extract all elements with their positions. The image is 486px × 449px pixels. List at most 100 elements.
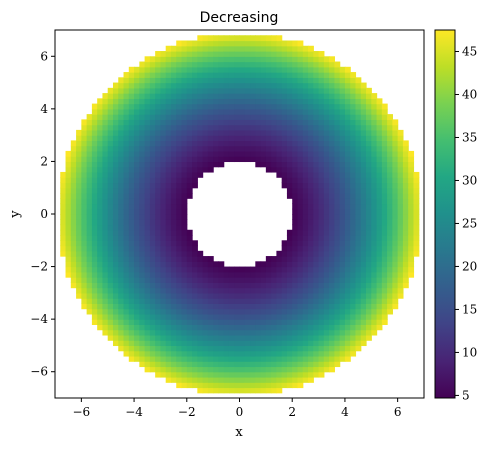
heatmap-cell: [350, 203, 357, 210]
heatmap-cell: [139, 140, 146, 147]
heatmap-cell: [244, 371, 251, 378]
heatmap-cell: [149, 93, 156, 99]
heatmap-cell: [202, 103, 209, 110]
heatmap-cell: [223, 355, 230, 362]
heatmap-cell: [276, 93, 283, 99]
heatmap-cell: [139, 250, 146, 257]
heatmap-cell: [387, 308, 393, 315]
heatmap-cell: [234, 140, 241, 147]
heatmap-cell: [265, 376, 272, 383]
heatmap-cell: [334, 298, 341, 304]
heatmap-cell: [355, 308, 362, 315]
heatmap-cell: [360, 308, 367, 315]
heatmap-cell: [334, 308, 341, 315]
heatmap-cell: [76, 171, 82, 178]
heatmap-cell: [250, 355, 256, 362]
heatmap-cell: [186, 150, 193, 157]
heatmap-cell: [371, 98, 378, 105]
heatmap-cell: [402, 229, 409, 236]
heatmap-cell: [197, 140, 204, 147]
heatmap-cell: [255, 82, 262, 89]
heatmap-cell: [91, 229, 98, 236]
heatmap-cell: [387, 187, 393, 194]
heatmap-cell: [176, 292, 183, 299]
heatmap-cell: [244, 266, 251, 273]
heatmap-cell: [112, 114, 119, 120]
heatmap-cell: [260, 271, 267, 278]
heatmap-cell: [91, 266, 98, 273]
heatmap-cell: [260, 329, 267, 336]
heatmap-cell: [255, 382, 262, 389]
heatmap-cell: [329, 229, 335, 236]
heatmap-cell: [81, 166, 88, 173]
heatmap-cell: [144, 77, 151, 84]
heatmap-cell: [297, 87, 304, 94]
heatmap-cell: [339, 340, 346, 347]
heatmap-cell: [329, 313, 335, 320]
heatmap-cell: [265, 371, 272, 378]
heatmap-cell: [371, 124, 378, 131]
heatmap-cell: [339, 303, 346, 310]
heatmap-cell: [76, 235, 82, 241]
heatmap-cell: [318, 361, 325, 368]
heatmap-cell: [170, 87, 177, 94]
heatmap-cell: [371, 240, 378, 247]
heatmap-cell: [76, 156, 82, 163]
heatmap-cell: [239, 277, 246, 283]
heatmap-cell: [76, 150, 82, 157]
heatmap-cell: [139, 287, 146, 294]
heatmap-cell: [376, 198, 383, 205]
heatmap-cell: [376, 208, 383, 215]
heatmap-cell: [218, 366, 225, 373]
heatmap-cell: [102, 214, 109, 220]
heatmap-cell: [144, 266, 151, 273]
heatmap-cell: [86, 140, 93, 147]
heatmap-cell: [302, 282, 309, 289]
heatmap-cell: [112, 287, 119, 294]
heatmap-cell: [207, 61, 214, 68]
heatmap-cell: [149, 150, 156, 157]
heatmap-cell: [160, 219, 167, 226]
heatmap-cell: [308, 298, 314, 304]
heatmap-cell: [255, 361, 262, 368]
heatmap-cell: [387, 124, 393, 131]
heatmap-cell: [334, 303, 341, 310]
heatmap-cell: [250, 277, 256, 283]
heatmap-cell: [202, 387, 209, 394]
heatmap-cell: [144, 203, 151, 210]
heatmap-cell: [223, 376, 230, 383]
heatmap-cell: [176, 250, 183, 257]
heatmap-cell: [260, 93, 267, 99]
heatmap-cell: [155, 371, 162, 378]
heatmap-cell: [339, 292, 346, 299]
heatmap-cell: [97, 208, 104, 215]
heatmap-cell: [339, 203, 346, 210]
heatmap-cell: [276, 334, 283, 341]
heatmap-cell: [139, 82, 146, 89]
heatmap-cell: [329, 208, 335, 215]
heatmap-cell: [339, 124, 346, 131]
heatmap-cell: [292, 229, 299, 236]
heatmap-cell: [360, 313, 367, 320]
heatmap-cell: [329, 103, 335, 110]
heatmap-cell: [265, 308, 272, 315]
heatmap-cell: [371, 329, 378, 336]
heatmap-cell: [218, 355, 225, 362]
heatmap-cell: [213, 340, 220, 347]
heatmap-cell: [186, 108, 193, 115]
heatmap-cell: [260, 129, 267, 136]
heatmap-cell: [165, 108, 172, 115]
heatmap-cell: [86, 282, 93, 289]
heatmap-cell: [355, 224, 362, 231]
heatmap-cell: [244, 93, 251, 99]
heatmap-cell: [366, 298, 372, 304]
heatmap-cell: [234, 150, 241, 157]
heatmap-cell: [313, 250, 320, 257]
heatmap-cell: [91, 166, 98, 173]
heatmap-cell: [302, 340, 309, 347]
heatmap-cell: [81, 129, 88, 136]
heatmap-cell: [81, 171, 88, 178]
heatmap-cell: [408, 192, 415, 199]
heatmap-cell: [160, 224, 167, 231]
heatmap-cell: [334, 82, 341, 89]
